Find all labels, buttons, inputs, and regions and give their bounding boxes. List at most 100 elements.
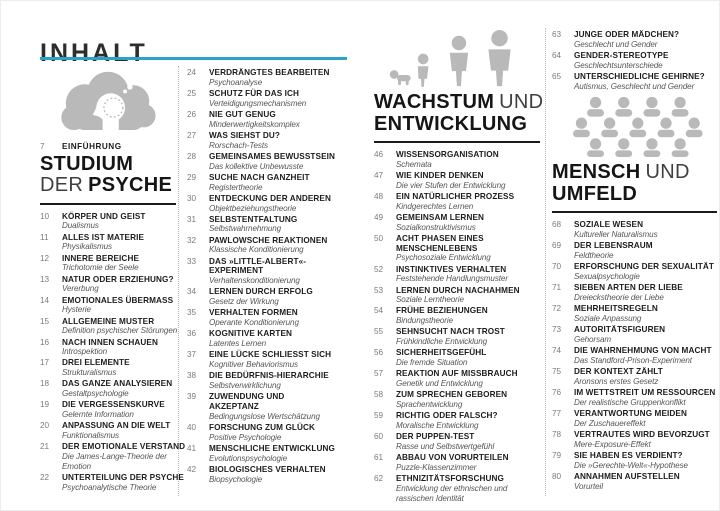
toc-entry[interactable]: 26 NIE GUT GENUG Minderwertigkeitskomplex — [187, 110, 357, 129]
entry-page-number: 70 — [552, 262, 562, 272]
toc-entry[interactable]: 68 SOZIALE WESEN Kultureller Naturalismus — [552, 220, 717, 239]
toc-entry[interactable]: 73 AUTORITÄTSFIGUREN Gehorsam — [552, 325, 717, 344]
entry-page-number: 34 — [187, 287, 197, 297]
toc-entry[interactable]: 10 KÖRPER UND GEIST Dualismus — [40, 212, 176, 231]
entry-title: DIE VERGESSENSKURVE — [62, 400, 165, 410]
toc-entry[interactable]: 54 FRÜHE BEZIEHUNGEN Bindungstheorie — [374, 306, 540, 325]
toc-entry[interactable]: 48 EIN NATÜRLICHER PROZESS Kindgerechtes L… — [374, 192, 540, 211]
entry-title: FORSCHUNG ZUM GLÜCK — [209, 422, 316, 432]
toc-entry[interactable]: 52 INSTINKTIVES VERHALTEN Feststehende Han… — [374, 265, 540, 284]
toc-entry[interactable]: 41 MENSCHLICHE ENTWICKLUNG Evolutionspsych… — [187, 444, 357, 463]
toc-entry[interactable]: 69 DER LEBENSRAUM Feldtheorie — [552, 241, 717, 260]
entry-title: SOZIALE WESEN — [574, 220, 644, 230]
toc-entry[interactable]: 27 WAS SIEHST DU? Rorschach-Tests — [187, 131, 357, 150]
toc-entry[interactable]: 59 RICHTIG ODER FALSCH? Moralische Entwick… — [374, 411, 540, 430]
toc-entry[interactable]: 50 ACHT PHASEN EINES MENSCHENLEBENS Psycho… — [374, 234, 540, 263]
entry-page-number: 14 — [40, 295, 50, 305]
toc-entry[interactable]: 13 NATUR ODER ERZIEHUNG? Vererbung — [40, 275, 176, 294]
toc-entry[interactable]: 30 ENTDECKUNG DER ANDEREN Objektbeziehungs… — [187, 194, 357, 213]
entry-page-number: 65 — [552, 71, 562, 81]
toc-entry[interactable]: 55 SEHNSUCHT NACH TROST Frühkindliche Entw… — [374, 327, 540, 346]
entry-subtitle: Psychoanalytische Theorie — [62, 482, 157, 492]
entry-title: FRÜHE BEZIEHUNGEN — [396, 306, 488, 316]
entry-subtitle: Verteidigungsmechanismen — [209, 98, 307, 108]
column-1: 7 EINFÜHRUNG STUDIUM DER PSYCHE 10 KÖRPER … — [40, 64, 185, 494]
toc-entry[interactable]: 58 ZUM SPRECHEN GEBOREN Sprachentwicklung — [374, 390, 540, 409]
toc-entry[interactable]: 56 SICHERHEITSGEFÜHL Die fremde Situation — [374, 348, 540, 367]
entry-subtitle: Der realistische Gruppenkonflikt — [574, 397, 686, 407]
toc-entry[interactable]: 15 ALLGEMEINE MUSTER Definition psychische… — [40, 317, 177, 336]
toc-entry[interactable]: 72 MEHRHEITSREGELN Soziale Anpassung — [552, 304, 717, 323]
entry-page-number: 26 — [187, 109, 197, 119]
toc-entry[interactable]: 20 ANPASSUNG AN DIE WELT Funktionalismus — [40, 421, 176, 440]
toc-entry[interactable]: 29 SUCHE NACH GANZHEIT Registertheorie — [187, 173, 357, 192]
toc-entry[interactable]: 77 VERANTWORTUNG MEIDEN Der Zuschauereffek… — [552, 409, 717, 428]
toc-entry[interactable]: 19 DIE VERGESSENSKURVE Gelernte Informatio… — [40, 400, 176, 419]
toc-entry[interactable]: 46 WISSENSORGANISATION Schemata — [374, 150, 540, 169]
toc-entry[interactable]: 60 DER PUPPEN-TEST Rasse und Selbstwertgef… — [374, 432, 540, 451]
entry-page-number: 17 — [40, 358, 50, 368]
toc-entry[interactable]: 22 UNTERTEILUNG DER PSYCHE Psychoanalytisc… — [40, 473, 184, 492]
toc-entry[interactable]: 62 ETHNIZITÄTSFORSCHUNG Entwicklung der et… — [374, 474, 540, 503]
toc-entry[interactable]: 74 DIE WAHRNEHMUNG VON MACHT Das Standford… — [552, 346, 717, 365]
entry-page-number: 38 — [187, 371, 197, 381]
toc-entry[interactable]: 12 INNERE BEREICHE Trichotomie der Seele — [40, 254, 176, 273]
toc-entry[interactable]: 35 VERHALTEN FORMEN Operante Konditionieru… — [187, 308, 357, 327]
toc-entry[interactable]: 38 DIE BEDÜRFNIS-HIERARCHIE Selbstverwirkl… — [187, 371, 357, 390]
entry-title: GEMEINSAM LERNEN — [396, 212, 485, 222]
entry-subtitle: Positive Psychologie — [209, 432, 282, 442]
toc-entry[interactable]: 31 SELBSTENTFALTUNG Selbstwahrnehmung — [187, 215, 357, 234]
toc-entry[interactable]: 80 ANNAHMEN AUFSTELLEN Vorurteil — [552, 472, 717, 491]
toc-entry[interactable]: 16 NACH INNEN SCHAUEN Introspektion — [40, 338, 176, 357]
toc-entry[interactable]: 37 EINE LÜCKE SCHLIESST SICH Kognitiver Be… — [187, 350, 357, 369]
toc-entry[interactable]: 32 PAWLOWSCHE REAKTIONEN Klassische Kondit… — [187, 236, 357, 255]
entry-subtitle: Bedingungslose Wertschätzung — [209, 411, 320, 421]
entry-title: ACHT PHASEN EINES MENSCHENLEBENS — [396, 233, 484, 253]
toc-entry[interactable]: 47 WIE KINDER DENKEN Die vier Stufen der E… — [374, 171, 540, 190]
entry-subtitle: Strukturalismus — [62, 368, 117, 378]
toc-entry[interactable]: 65 UNTERSCHIEDLICHE GEHIRNE? Autismus, Ges… — [552, 72, 717, 91]
head-in-cloud-icon — [50, 69, 166, 139]
toc-entry[interactable]: 61 ABBAU VON VORURTEILEN Puzzle-Klassenzim… — [374, 453, 540, 472]
toc-entry[interactable]: 18 DAS GANZE ANALYSIEREN Gestaltpsychologi… — [40, 379, 176, 398]
toc-entry[interactable]: 25 SCHUTZ FÜR DAS ICH Verteidigungsmechani… — [187, 89, 357, 108]
toc-entry[interactable]: 63 JUNGE ODER MÄDCHEN? Geschlecht und Gend… — [552, 30, 717, 49]
toc-entry[interactable]: 21 DER EMOTIONALE VERSTAND Die James-Lange… — [40, 442, 185, 471]
toc-entry[interactable]: 36 KOGNITIVE KARTEN Latentes Lernen — [187, 329, 357, 348]
toc-entry[interactable]: 53 LERNEN DURCH NACHAHMEN Soziale Lerntheo… — [374, 286, 540, 305]
entry-title: EINFÜHRUNG — [62, 142, 122, 151]
toc-entry[interactable]: 14 EMOTIONALES ÜBERMASS Hysterie — [40, 296, 176, 315]
toc-entry[interactable]: 34 LERNEN DURCH ERFOLG Gesetz der Wirkung — [187, 287, 357, 306]
toc-entry[interactable]: 39 ZUWENDUNG UND AKZEPTANZ Bedingungslose … — [187, 392, 357, 421]
entry-title: SUCHE NACH GANZHEIT — [209, 172, 310, 182]
toc-entry[interactable]: 40 FORSCHUNG ZUM GLÜCK Positive Psychologi… — [187, 423, 357, 442]
toc-entry[interactable]: 28 GEMEINSAMES BEWUSSTSEIN Das kollektive … — [187, 152, 357, 171]
toc-entry[interactable]: 78 VERTRAUTES WIRD BEVORZUGT Mere-Exposure… — [552, 430, 717, 449]
toc-entry[interactable]: 24 VERDRÄNGTES BEARBEITEN Psychoanalyse — [187, 68, 357, 87]
toc-entry[interactable]: 49 GEMEINSAM LERNEN Sozialkonstruktivismus — [374, 213, 540, 232]
toc-entry[interactable]: 17 DREI ELEMENTE Strukturalismus — [40, 358, 176, 377]
toc-entry[interactable]: 57 REAKTION AUF MISSBRAUCH Genetik und Ent… — [374, 369, 540, 388]
toc-entry[interactable]: 76 IM WETTSTREIT UM RESSOURCEN Der realist… — [552, 388, 717, 407]
entry-subtitle: Sozialkonstruktivismus — [396, 222, 476, 232]
entry-page-number: 62 — [374, 474, 384, 484]
entry-title: ALLES IST MATERIE — [62, 232, 145, 242]
toc-entry-einfuehrung[interactable]: 7 EINFÜHRUNG — [40, 142, 176, 152]
entry-page-number: 19 — [40, 400, 50, 410]
toc-entry[interactable]: 75 DER KONTEXT ZÄHLT Aronsons erstes Geset… — [552, 367, 717, 386]
entry-page-number: 63 — [552, 30, 562, 39]
toc-entry[interactable]: 79 SIE HABEN ES VERDIENT? Die »Gerechte-We… — [552, 451, 717, 470]
entry-page-number: 40 — [187, 422, 197, 432]
entry-subtitle: Trichotomie der Seele — [62, 263, 139, 273]
toc-entry[interactable]: 33 DAS »LITTLE-ALBERT«- EXPERIMENT Verhalt… — [187, 257, 357, 286]
entry-title: NACH INNEN SCHAUEN — [62, 337, 158, 347]
toc-entry[interactable]: 70 ERFORSCHUNG DER SEXUALITÄT Sexualpsycho… — [552, 262, 717, 281]
toc-entry[interactable]: 64 GENDER-STEREOTYPE Geschlechtsunterschie… — [552, 51, 717, 70]
entry-page-number: 58 — [374, 390, 384, 400]
toc-entry[interactable]: 42 BIOLOGISCHES VERHALTEN Biopsychologie — [187, 465, 357, 484]
entry-title: EINE LÜCKE SCHLIESST SICH — [209, 350, 332, 360]
column-divider — [545, 28, 546, 496]
toc-entry[interactable]: 11 ALLES IST MATERIE Physikalismus — [40, 233, 176, 252]
entry-subtitle: Funktionalismus — [62, 431, 119, 441]
toc-entry[interactable]: 71 SIEBEN ARTEN DER LIEBE Dreieckstheorie … — [552, 283, 717, 302]
